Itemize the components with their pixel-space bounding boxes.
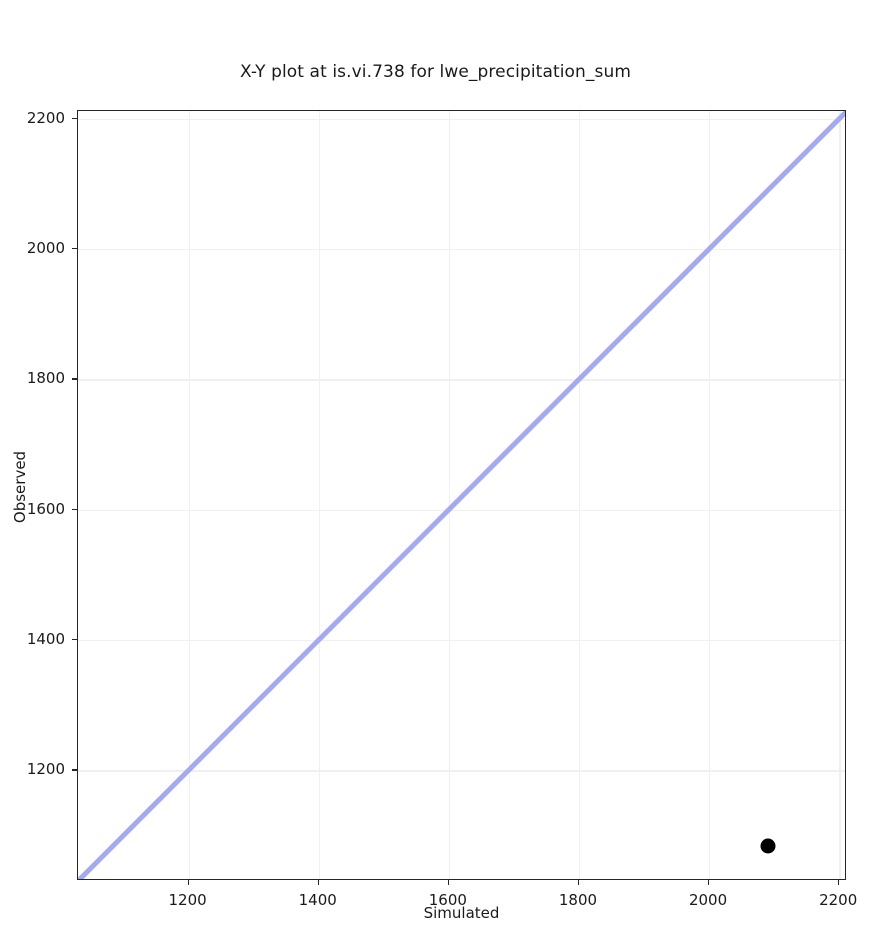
- x-axis-tick-label: 1200: [168, 891, 207, 909]
- gridline-horizontal: [78, 118, 845, 121]
- y-axis-tick-label: 2000: [26, 239, 65, 258]
- x-axis-tick: [317, 880, 320, 885]
- y-axis-tick: [72, 769, 77, 771]
- y-axis-tick: [72, 248, 77, 250]
- x-axis-tick: [577, 880, 580, 885]
- y-axis-tick-label: 2200: [26, 108, 65, 127]
- y-axis-tick: [72, 638, 77, 641]
- gridline-horizontal: [78, 639, 845, 642]
- gridline-vertical: [839, 111, 841, 879]
- gridline-vertical: [318, 111, 321, 879]
- y-axis-tick-label: 1400: [26, 629, 65, 648]
- x-axis-label: Simulated: [423, 904, 500, 922]
- x-axis-tick-label: 1800: [558, 891, 598, 909]
- x-axis-tick: [708, 880, 710, 885]
- one-to-one-reference-line: [78, 111, 845, 879]
- y-axis-tick-label: 1800: [26, 369, 65, 388]
- gridline-horizontal: [78, 379, 845, 381]
- gridline-horizontal: [78, 509, 845, 512]
- x-axis-tick-label: 2000: [688, 891, 728, 909]
- gridline-vertical: [188, 111, 190, 879]
- chart-title-line-1: X-Y plot at is.vi.738 for lwe_precipitat…: [239, 62, 632, 82]
- y-axis-tick-label: 1200: [26, 760, 65, 779]
- y-axis-tick: [72, 378, 77, 380]
- x-axis-tick: [447, 880, 450, 885]
- gridline-horizontal: [78, 770, 845, 772]
- y-axis-tick: [72, 117, 77, 120]
- x-axis-tick-label: 1400: [298, 891, 337, 909]
- y-axis-tick-label: 1600: [26, 499, 65, 518]
- x-axis-tick-label: 2200: [819, 891, 858, 909]
- y-axis-tick: [72, 508, 77, 510]
- gridline-horizontal: [78, 249, 845, 251]
- x-axis-tick: [187, 880, 189, 885]
- plot-area: [77, 110, 846, 880]
- y-axis-label: Observed: [11, 450, 29, 524]
- x-axis-tick: [838, 880, 840, 885]
- gridline-vertical: [578, 111, 581, 879]
- data-point-marker: [760, 838, 776, 854]
- gridline-vertical: [448, 111, 451, 879]
- x-axis-tick-label: 1600: [428, 891, 467, 909]
- gridline-vertical: [709, 111, 711, 879]
